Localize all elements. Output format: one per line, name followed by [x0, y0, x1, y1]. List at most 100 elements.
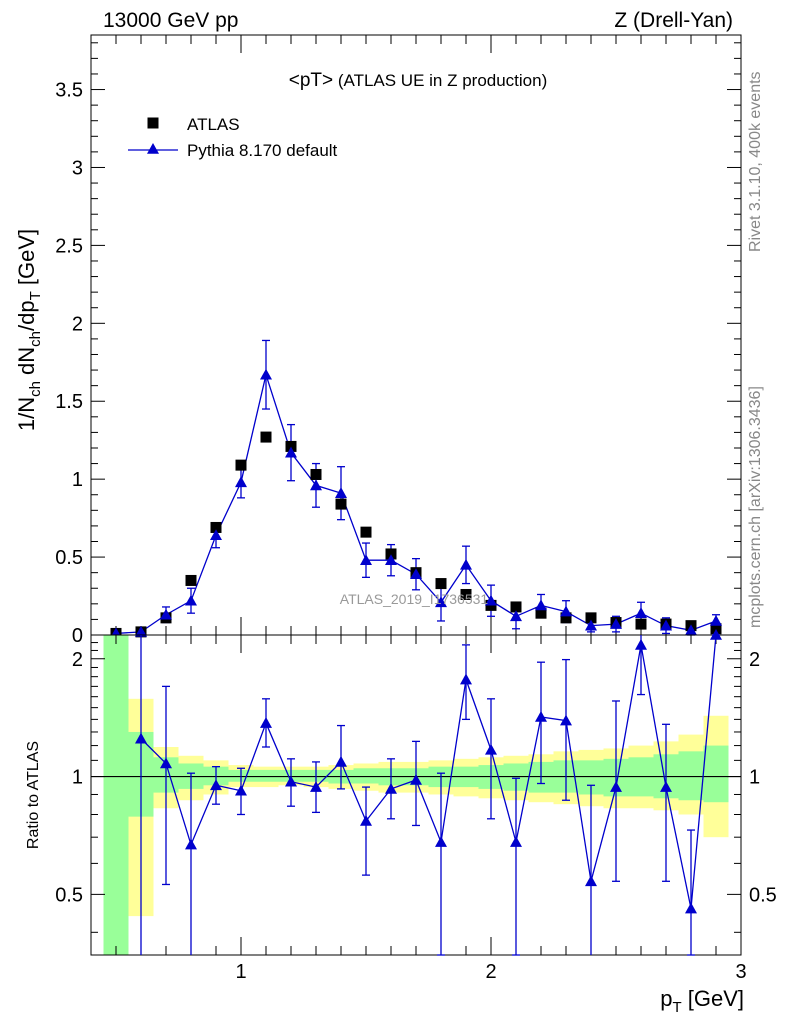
- ratio-pythia-point: [535, 710, 547, 722]
- ratio-panel: 0.5 0.5 1 1 2 2 1 2 3 Ratio to ATLAS pT [GeV]: [25, 629, 777, 1016]
- legend-pythia-label: Pythia 8.170 default: [187, 141, 338, 160]
- pythia-point: [285, 446, 297, 458]
- pythia-point: [585, 619, 597, 631]
- pythia-point: [710, 614, 722, 626]
- chart-title: <pT> (ATLAS UE in Z production): [289, 70, 548, 91]
- ratio-pythia-point: [710, 629, 722, 640]
- ratio-pythia-point: [585, 875, 597, 887]
- atlas-point: [210, 521, 222, 533]
- ratio-pythia-point: [160, 757, 172, 769]
- y-tick-label: 2: [72, 313, 83, 335]
- pythia-point: [535, 599, 547, 611]
- ratio-pythia-point: [185, 838, 197, 850]
- pythia-point: [685, 624, 697, 636]
- legend-pythia-marker: [147, 143, 159, 154]
- header-left: 13000 GeV pp: [103, 9, 238, 32]
- ratio-uncertainty-inner: [103, 635, 129, 955]
- y-tick-label: 3: [72, 157, 83, 179]
- y-tick-label: 0: [72, 625, 83, 647]
- y-tick-label: 1.5: [55, 391, 83, 413]
- ratio-y-tick-label-right: 2: [749, 649, 760, 671]
- atlas-point: [360, 526, 372, 538]
- watermark: ATLAS_2019_I1736531: [340, 591, 489, 607]
- pythia-point: [460, 558, 472, 570]
- ratio-pythia-point: [460, 673, 472, 685]
- header-right: Z (Drell-Yan): [614, 9, 733, 32]
- ratio-pythia-point: [285, 775, 297, 787]
- ratio-y-tick-label-right: 0.5: [749, 884, 777, 906]
- y-tick-label: 2.5: [55, 235, 83, 257]
- pythia-point: [310, 479, 322, 491]
- ratio-pythia-point: [660, 781, 672, 792]
- atlas-point: [460, 588, 472, 600]
- ratio-pythia-point: [510, 836, 522, 847]
- ratio-y-tick-label: 1: [72, 767, 83, 789]
- pythia-point: [510, 610, 522, 622]
- ratio-pythia-point: [260, 717, 272, 728]
- ratio-pythia-line: [140, 634, 717, 909]
- ratio-y-tick-label: 0.5: [55, 884, 83, 906]
- atlas-point: [310, 468, 322, 480]
- pythia-point: [660, 619, 672, 631]
- atlas-point: [185, 574, 197, 586]
- ratio-pythia-point: [135, 732, 147, 744]
- ratio-uncertainty-inner: [353, 768, 379, 784]
- atlas-point: [710, 623, 722, 635]
- ratio-pythia-point: [410, 773, 422, 785]
- atlas-point: [535, 607, 547, 619]
- ratio-pythia-point: [635, 638, 647, 650]
- ratio-pythia-point: [335, 755, 347, 767]
- ratio-uncertainty-inner: [253, 769, 279, 782]
- main-panel: 0 0.5 1 1.5 2 2.5 3 3.5 <pT> (ATLAS UE in Z pro…: [14, 34, 742, 647]
- x-tick-label: 3: [735, 961, 746, 983]
- pythia-point: [635, 607, 647, 618]
- main-plot-area: 0 0.5 1 1.5 2 2.5 3 3.5: [55, 34, 742, 647]
- source-label: mcplots.cern.ch [arXiv:1306.3436]: [747, 386, 764, 628]
- ratio-uncertainty-inner: [678, 751, 704, 801]
- pythia-point: [160, 608, 172, 620]
- pythia-point: [410, 568, 422, 580]
- pythia-point: [435, 596, 447, 608]
- atlas-point: [585, 612, 597, 624]
- pythia-point: [210, 529, 222, 541]
- ratio-pythia-point: [560, 714, 572, 726]
- legend-atlas-label: ATLAS: [187, 115, 240, 134]
- y-tick-label: 1: [72, 469, 83, 491]
- rivet-version-label: Rivet 3.1.10, 400k events: [747, 71, 764, 252]
- ratio-y-axis-title: Ratio to ATLAS: [25, 741, 42, 849]
- pythia-point: [185, 594, 197, 606]
- ratio-plot-area: 0.5 0.5 1 1 2 2 1 2 3: [55, 629, 777, 983]
- atlas-point: [560, 612, 572, 624]
- legend: ATLAS Pythia 8.170 default: [128, 115, 338, 160]
- pythia-point: [360, 554, 372, 565]
- atlas-point: [385, 548, 397, 560]
- ratio-pythia-point: [360, 814, 372, 826]
- ratio-pythia-point: [210, 779, 222, 791]
- x-axis-title: pT [GeV]: [660, 986, 744, 1016]
- atlas-point: [235, 459, 247, 471]
- ratio-pythia-point: [685, 902, 697, 914]
- pythia-point: [235, 476, 247, 488]
- ratio-pythia-point: [610, 781, 622, 792]
- pythia-point: [135, 625, 147, 637]
- atlas-point: [635, 618, 647, 630]
- pythia-point: [610, 618, 622, 629]
- atlas-point: [285, 440, 297, 452]
- ratio-pythia-point: [485, 743, 497, 755]
- pythia-point: [335, 487, 347, 498]
- y-tick-label: 3.5: [55, 80, 83, 102]
- atlas-point: [435, 578, 447, 590]
- ratio-y-tick-label-right: 1: [749, 767, 760, 789]
- atlas-point: [335, 498, 347, 510]
- atlas-point: [260, 431, 272, 443]
- ratio-pythia-point: [385, 782, 397, 794]
- ratio-y-tick-label: 2: [72, 649, 83, 671]
- x-tick-label: 2: [485, 961, 496, 983]
- pythia-point: [485, 594, 497, 606]
- pythia-point: [560, 605, 572, 617]
- ratio-uncertainty-inner: [703, 745, 729, 803]
- ratio-pythia-point: [435, 836, 447, 847]
- ratio-pythia-point: [310, 781, 322, 792]
- atlas-point: [510, 601, 522, 613]
